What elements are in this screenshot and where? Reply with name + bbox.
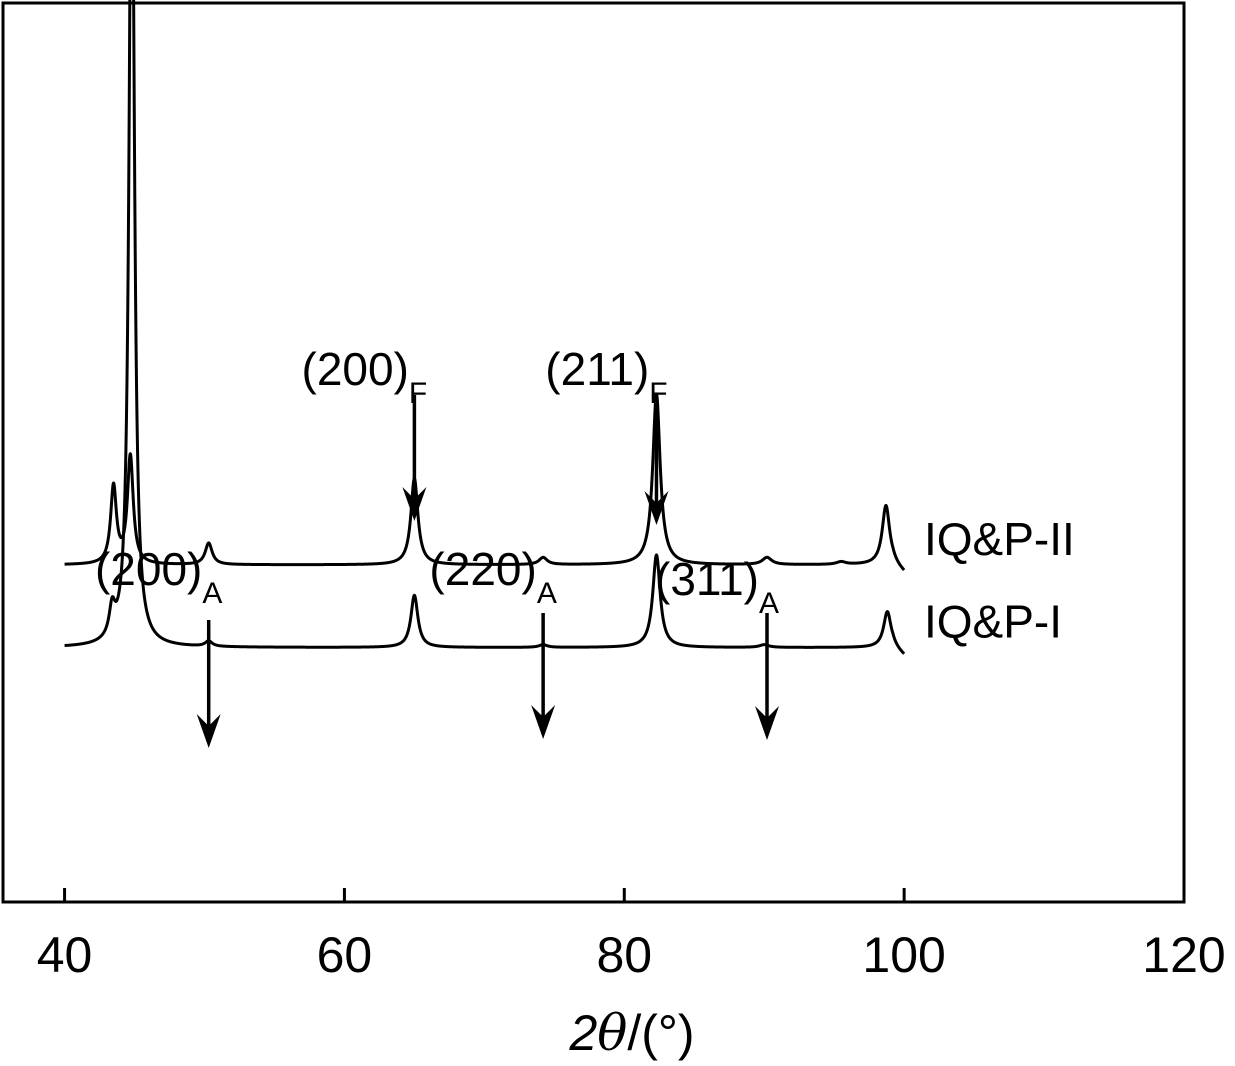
peak-arrow-head xyxy=(531,705,556,739)
x-tick-label: 100 xyxy=(862,927,945,983)
peak-arrow-head xyxy=(402,487,427,521)
peak-label: (211)F xyxy=(545,343,667,410)
series-label: IQ&P-I xyxy=(924,596,1062,648)
series-labels: IQ&P-II IQ&P-I xyxy=(924,513,1075,648)
x-tick-label: 40 xyxy=(37,927,93,983)
x-tick-label: 80 xyxy=(596,927,652,983)
peak-label: (200)F xyxy=(302,343,428,410)
peak-arrow-head xyxy=(755,706,780,740)
peak-label: (220)A xyxy=(429,543,556,610)
x-tick-label: 120 xyxy=(1142,927,1225,983)
series-line-iqp-ii xyxy=(63,392,906,572)
peak-arrow-head xyxy=(644,491,669,525)
peak-arrow-head xyxy=(196,714,221,748)
peak-label: (200)A xyxy=(95,543,222,610)
peak-label: (311)A xyxy=(655,553,779,620)
peak-annotations: (200)A (200)F (220)A (211)F (311)A xyxy=(95,343,780,748)
series-label: IQ&P-II xyxy=(924,513,1075,565)
plot-frame xyxy=(1,1,1186,904)
x-ticks: 40 60 80 100 120 xyxy=(37,888,1226,983)
x-axis-title: 2θ/(°) xyxy=(568,1004,694,1062)
x-tick-label: 60 xyxy=(317,927,373,983)
series-line-iqp-i xyxy=(63,0,906,655)
curves xyxy=(63,0,906,655)
